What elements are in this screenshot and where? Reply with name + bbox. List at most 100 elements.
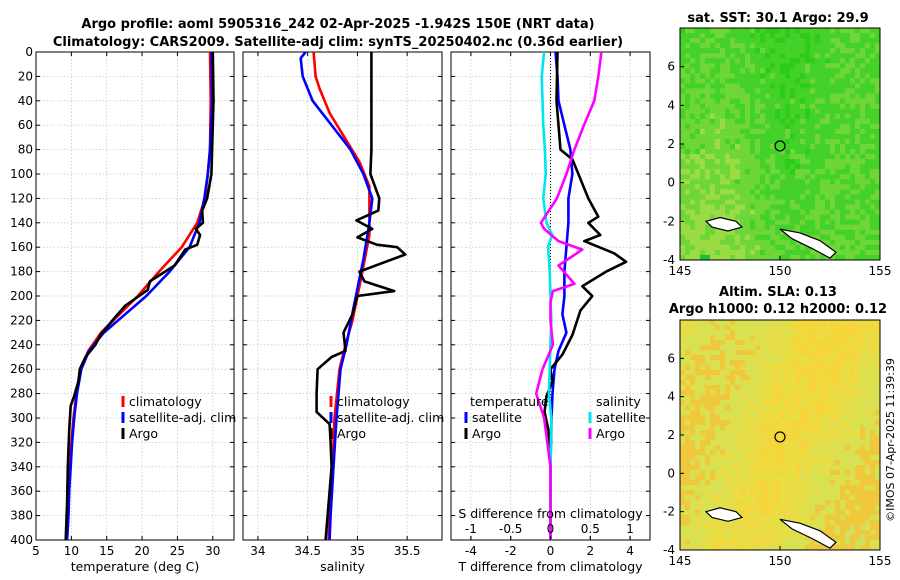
map-cell bbox=[790, 138, 796, 145]
map-cell bbox=[875, 133, 881, 140]
map-cell bbox=[815, 445, 821, 451]
map-cell bbox=[775, 490, 781, 496]
map-cell bbox=[700, 505, 706, 511]
map-cell bbox=[810, 490, 816, 496]
map-cell bbox=[725, 520, 731, 526]
map-cell bbox=[695, 68, 701, 74]
map-cell bbox=[740, 244, 746, 251]
map-cell bbox=[735, 179, 741, 185]
map-cell bbox=[720, 395, 726, 401]
map-cell bbox=[770, 133, 776, 140]
map-cell bbox=[730, 154, 736, 160]
map-cell bbox=[815, 325, 821, 331]
map-cell bbox=[805, 425, 811, 431]
map-cell bbox=[840, 480, 846, 486]
map-cell bbox=[855, 204, 861, 210]
map-cell bbox=[680, 144, 686, 150]
map-cell bbox=[760, 174, 766, 180]
map-cell bbox=[800, 515, 806, 521]
map-cell bbox=[825, 204, 831, 210]
map-cell bbox=[795, 490, 801, 496]
map-cell bbox=[795, 340, 801, 346]
map-cell bbox=[745, 385, 751, 391]
map-cell bbox=[860, 204, 866, 210]
map-cell bbox=[705, 78, 711, 84]
map-cell bbox=[735, 43, 741, 49]
map-cell bbox=[695, 425, 701, 431]
map-cell bbox=[800, 214, 806, 221]
map-cell bbox=[700, 445, 706, 451]
map-cell bbox=[695, 103, 701, 110]
map-cell bbox=[790, 425, 796, 431]
map-cell bbox=[830, 103, 836, 110]
map-cell bbox=[690, 330, 696, 336]
map-cell bbox=[740, 194, 746, 200]
map-cell bbox=[715, 470, 721, 476]
map-cell bbox=[700, 465, 706, 471]
map-cell bbox=[830, 179, 836, 185]
map-cell bbox=[875, 345, 881, 351]
map-cell bbox=[780, 420, 786, 426]
map-cell bbox=[710, 164, 716, 170]
map-cell bbox=[800, 204, 806, 210]
map-cell bbox=[840, 405, 846, 411]
map-cell bbox=[760, 410, 766, 416]
map-cell bbox=[715, 410, 721, 416]
map-cell bbox=[875, 154, 881, 160]
map-cell bbox=[830, 500, 836, 506]
map-cell bbox=[785, 325, 791, 331]
map-cell bbox=[680, 103, 686, 110]
map-cell bbox=[710, 500, 716, 506]
map-cell bbox=[710, 350, 716, 356]
map-cell bbox=[830, 53, 836, 59]
map-cell bbox=[850, 335, 856, 341]
map-cell bbox=[750, 360, 756, 366]
map-cell bbox=[695, 33, 701, 39]
map-cell bbox=[800, 53, 806, 59]
map-cell bbox=[835, 425, 841, 431]
map-cell bbox=[740, 540, 746, 546]
map-cell bbox=[830, 455, 836, 461]
map-cell bbox=[690, 460, 696, 466]
map-cell bbox=[710, 244, 716, 251]
map-cell bbox=[760, 445, 766, 451]
map-cell bbox=[680, 179, 686, 185]
map-cell bbox=[680, 174, 686, 180]
map-cell bbox=[705, 144, 711, 150]
map-cell bbox=[705, 370, 711, 376]
map-cell bbox=[790, 154, 796, 160]
map-cell bbox=[875, 144, 881, 150]
map-cell bbox=[795, 184, 801, 190]
map-cell bbox=[740, 108, 746, 115]
map-cell bbox=[695, 244, 701, 251]
map-cell bbox=[740, 214, 746, 221]
map-cell bbox=[750, 123, 756, 130]
map-y-tick-label: 6 bbox=[667, 351, 675, 365]
map-cell bbox=[700, 78, 706, 84]
map-cell bbox=[810, 169, 816, 175]
map-cell bbox=[695, 535, 701, 541]
map-cell bbox=[680, 123, 686, 130]
map-cell bbox=[690, 48, 696, 54]
map-cell bbox=[795, 103, 801, 110]
map-cell bbox=[695, 320, 701, 326]
map-cell bbox=[775, 234, 781, 241]
map-cell bbox=[850, 545, 856, 551]
map-cell bbox=[765, 254, 771, 261]
map-cell bbox=[715, 194, 721, 200]
map-cell bbox=[680, 415, 686, 421]
map-cell bbox=[785, 38, 791, 44]
map-cell bbox=[755, 540, 761, 546]
map-cell bbox=[785, 365, 791, 371]
map-cell bbox=[785, 154, 791, 160]
map-cell bbox=[865, 244, 871, 251]
map-cell bbox=[735, 540, 741, 546]
map-cell bbox=[860, 400, 866, 406]
map-cell bbox=[780, 540, 786, 546]
map-cell bbox=[785, 440, 791, 446]
map-cell bbox=[735, 490, 741, 496]
map-cell bbox=[815, 108, 821, 115]
map-cell bbox=[860, 128, 866, 135]
map-cell bbox=[820, 510, 826, 516]
map-cell bbox=[845, 535, 851, 541]
